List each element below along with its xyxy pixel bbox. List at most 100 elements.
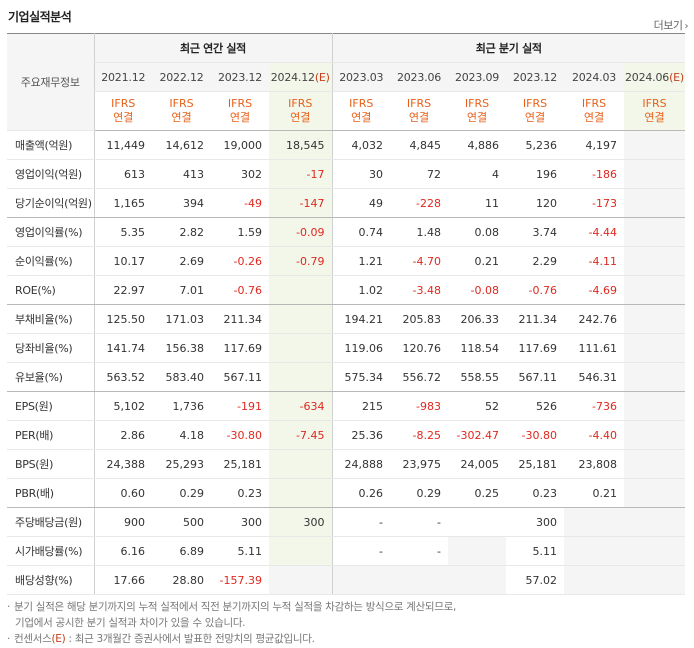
table-cell: 242.76: [564, 304, 624, 334]
table-cell: 2.82: [152, 217, 211, 247]
row-label[interactable]: 순이익률(%): [7, 246, 94, 276]
row-label[interactable]: EPS(원): [7, 391, 94, 421]
table-cell: 500: [152, 507, 211, 537]
table-cell: 117.69: [211, 333, 269, 363]
table-cell: -0.79: [269, 246, 332, 276]
table-cell: 0.23: [211, 478, 269, 508]
table-cell: 2.69: [152, 246, 211, 276]
table-row: 유보율(%) 563.52 583.40 567.11 575.34 556.72 558.…: [7, 362, 685, 392]
table-cell: -4.11: [564, 246, 624, 276]
table-cell: 141.74: [93, 333, 152, 363]
table-cell: 526: [506, 391, 564, 421]
table-cell: -0.08: [448, 275, 506, 305]
table-cell: 0.26: [331, 478, 390, 508]
table-cell: [624, 275, 685, 305]
row-label[interactable]: PER(배): [7, 420, 94, 450]
quarter-group-title: 최근 분기 실적: [331, 33, 685, 63]
table-row: PBR(배) 0.60 0.29 0.23 0.26 0.29 0.25 0.23 0.21: [7, 478, 685, 508]
table-cell: [269, 333, 332, 363]
row-label[interactable]: 배당성향(%): [7, 565, 94, 595]
ifrs-label: IFRS 연결: [152, 91, 211, 131]
row-label[interactable]: ROE(%): [7, 275, 94, 305]
period-header: 2023.09: [448, 62, 506, 92]
table-cell: 0.21: [448, 246, 506, 276]
period-header: 2023.12: [211, 62, 269, 92]
table-cell: 171.03: [152, 304, 211, 334]
table-cell: [564, 565, 624, 595]
table-cell: -4.69: [564, 275, 624, 305]
table-cell: 900: [93, 507, 152, 537]
table-cell: 0.25: [448, 478, 506, 508]
table-cell: [448, 565, 506, 595]
row-label[interactable]: 매출액(억원): [7, 130, 94, 160]
table-cell: 0.23: [506, 478, 564, 508]
table-cell: 24,005: [448, 449, 506, 479]
row-label[interactable]: 부채비율(%): [7, 304, 94, 334]
table-row: ROE(%) 22.97 7.01 -0.76 1.02 -3.48 -0.08 -0.76-…: [7, 275, 685, 305]
table-cell: 0.29: [390, 478, 448, 508]
table-cell: 18,545: [269, 130, 332, 160]
table-cell: -0.76: [211, 275, 269, 305]
table-cell: -634: [269, 391, 332, 421]
table-cell: -0.26: [211, 246, 269, 276]
table-cell: 156.38: [152, 333, 211, 363]
table-cell: [269, 362, 332, 392]
table-cell: 5,236: [506, 130, 564, 160]
table-cell: 19,000: [211, 130, 269, 160]
table-cell: 1.02: [331, 275, 390, 305]
more-link[interactable]: 더보기 ›: [654, 17, 689, 33]
table-cell: [269, 449, 332, 479]
row-label[interactable]: 시가배당률(%): [7, 536, 94, 566]
table-cell: 556.72: [390, 362, 448, 392]
table-cell: 5.11: [211, 536, 269, 566]
table-row: 당기순이익(억원) 1,165 394 -49 -147 49 -228 11 120 -173: [7, 188, 685, 218]
table-cell: 1.59: [211, 217, 269, 247]
table-cell: 1,736: [152, 391, 211, 421]
table-cell: 567.11: [506, 362, 564, 392]
ifrs-label: IFRS 연결: [269, 91, 332, 131]
table-cell: 1.21: [331, 246, 390, 276]
table-cell: 4,032: [331, 130, 390, 160]
table-cell: 205.83: [390, 304, 448, 334]
table-cell: 24,888: [331, 449, 390, 479]
table-cell: [564, 507, 624, 537]
table-cell: 25,293: [152, 449, 211, 479]
row-label[interactable]: 영업이익(억원): [7, 159, 94, 189]
table-cell: 563.52: [93, 362, 152, 392]
row-label[interactable]: 당좌비율(%): [7, 333, 94, 363]
table-cell: 25.36: [331, 420, 390, 450]
row-label[interactable]: 유보율(%): [7, 362, 94, 392]
table-cell: 52: [448, 391, 506, 421]
row-label[interactable]: BPS(원): [7, 449, 94, 479]
table-cell: 302: [211, 159, 269, 189]
table-cell: 546.31: [564, 362, 624, 392]
table-cell: [624, 333, 685, 363]
table-cell: 300: [269, 507, 332, 537]
table-cell: 194.21: [331, 304, 390, 334]
table-cell: 0.60: [93, 478, 152, 508]
table-row: EPS(원) 5,102 1,736 -191 -634 215 -983 52 526 -736: [7, 391, 685, 421]
row-label[interactable]: 주당배당금(원): [7, 507, 94, 537]
table-cell: [448, 536, 506, 566]
table-cell: -: [390, 507, 448, 537]
table-cell: -30.80: [211, 420, 269, 450]
ifrs-label: IFRS 연결: [331, 91, 390, 131]
table-cell: -157.39: [211, 565, 269, 595]
table-cell: 211.34: [211, 304, 269, 334]
row-label[interactable]: 당기순이익(억원): [7, 188, 94, 218]
row-label-header: 주요재무정보: [7, 33, 94, 131]
row-label[interactable]: PBR(배): [7, 478, 94, 508]
table-cell: -7.45: [269, 420, 332, 450]
table-cell: 4,845: [390, 130, 448, 160]
table-cell: -191: [211, 391, 269, 421]
table-cell: [331, 565, 390, 595]
table-cell: -8.25: [390, 420, 448, 450]
table-cell: 30: [331, 159, 390, 189]
table-cell: 25,181: [506, 449, 564, 479]
table-cell: 4,197: [564, 130, 624, 160]
ifrs-label: IFRS 연결: [93, 91, 152, 131]
table-cell: [624, 188, 685, 218]
ifrs-label: IFRS 연결: [211, 91, 269, 131]
row-label[interactable]: 영업이익률(%): [7, 217, 94, 247]
table-cell: [269, 478, 332, 508]
